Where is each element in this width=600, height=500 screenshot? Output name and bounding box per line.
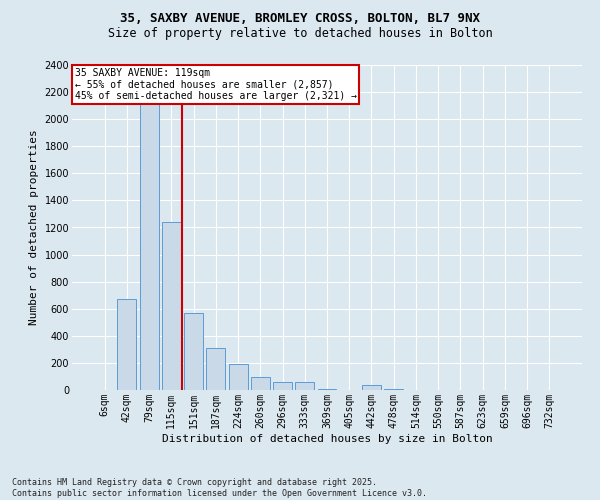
Bar <box>162 222 181 390</box>
Text: Contains HM Land Registry data © Crown copyright and database right 2025.
Contai: Contains HM Land Registry data © Crown c… <box>12 478 427 498</box>
Bar <box>384 388 403 390</box>
Bar <box>229 364 248 390</box>
X-axis label: Distribution of detached houses by size in Bolton: Distribution of detached houses by size … <box>161 434 493 444</box>
Y-axis label: Number of detached properties: Number of detached properties <box>29 130 39 326</box>
Text: 35 SAXBY AVENUE: 119sqm
← 55% of detached houses are smaller (2,857)
45% of semi: 35 SAXBY AVENUE: 119sqm ← 55% of detache… <box>74 68 356 102</box>
Bar <box>118 300 136 390</box>
Bar <box>362 386 381 390</box>
Bar <box>140 82 158 390</box>
Text: Size of property relative to detached houses in Bolton: Size of property relative to detached ho… <box>107 28 493 40</box>
Text: 35, SAXBY AVENUE, BROMLEY CROSS, BOLTON, BL7 9NX: 35, SAXBY AVENUE, BROMLEY CROSS, BOLTON,… <box>120 12 480 26</box>
Bar <box>184 314 203 390</box>
Bar <box>251 377 270 390</box>
Bar <box>295 382 314 390</box>
Bar <box>317 388 337 390</box>
Bar <box>273 382 292 390</box>
Bar <box>206 348 225 390</box>
